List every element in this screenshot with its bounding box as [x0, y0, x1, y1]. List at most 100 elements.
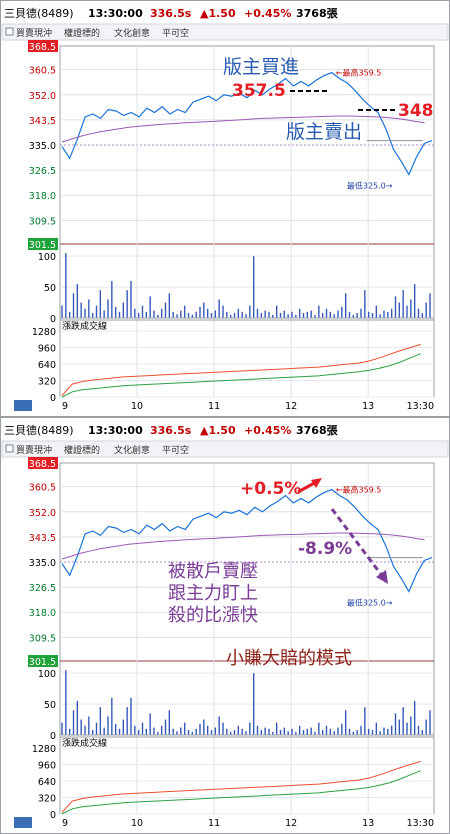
volume-tick-label: 50	[44, 700, 56, 711]
time-label: 13:30:00	[88, 424, 143, 437]
annotation-sell-label: 版主賣出	[286, 121, 362, 143]
change-pct-label: +0.45%	[244, 7, 291, 20]
sub-tick-label: 320	[38, 794, 56, 805]
chart-panel-top: 三貝德(8489) 13:30:00 336.5s ▲1.50 +0.45% 3768張買…	[0, 0, 450, 417]
volume-tick-label: 100	[38, 669, 56, 680]
price-limit-box	[28, 655, 58, 667]
cumulative-series-line	[61, 760, 421, 813]
sub-tick-label: 960	[38, 761, 56, 772]
stock-name-label: 三貝德(8489)	[4, 423, 74, 437]
price-series-line	[61, 115, 425, 143]
price-tick-label: 301.5	[29, 240, 56, 251]
sub-tick-label: 960	[38, 344, 56, 355]
sub-tick-label: 640	[38, 777, 56, 788]
loss-arrow-line	[330, 508, 385, 578]
time-label: 13:30:00	[88, 7, 143, 20]
gain-arrow-head	[311, 478, 322, 488]
price-label: 336.5s	[150, 424, 192, 437]
high-marker-label: ←最高359.5	[336, 68, 382, 78]
price-tick-label: 360.5	[29, 483, 56, 494]
toolbar-item-label: 買賣現沖	[16, 27, 52, 39]
price-label: 336.5s	[150, 7, 192, 20]
price-series-line	[61, 488, 433, 593]
cumulative-series-line	[61, 770, 421, 815]
intraday-chart-svg: 三貝德(8489) 13:30:00 336.5s ▲1.50 +0.45% 3768張買…	[0, 0, 450, 417]
sub-tick-label: 1280	[32, 744, 56, 755]
sub-tick-label: 320	[38, 377, 56, 388]
price-tick-label: 335.0	[29, 141, 56, 152]
toolbar-item-label: 平可空	[162, 444, 189, 456]
annotation-text-line: 殺的比漲快	[168, 605, 258, 626]
price-limit-box	[28, 238, 58, 250]
change-pct-label: +0.45%	[244, 424, 291, 437]
price-tick-label: 352.0	[29, 91, 56, 102]
toolbar-item-label: 文化創意	[114, 27, 150, 39]
volume-tick-label: 50	[44, 283, 56, 294]
price-tick-label: 343.5	[29, 116, 56, 127]
price-tick-label: 352.0	[29, 508, 56, 519]
price-tick-label: 309.5	[29, 216, 56, 227]
checkbox-icon	[5, 27, 14, 36]
price-limit-box	[28, 457, 58, 469]
sub-panel-label: 漲跌成交線	[62, 737, 107, 749]
toolbar-item-label: 權證標的	[64, 444, 100, 456]
toolbar-item-label: 平可空	[162, 27, 189, 39]
loss-arrow-head	[376, 570, 388, 584]
price-tick-label: 318.0	[29, 608, 56, 619]
price-tick-label: 309.5	[29, 633, 56, 644]
price-tick-label: 326.5	[29, 583, 56, 594]
sub-tick-label: 0	[50, 393, 56, 404]
annotation-pattern-label: 小賺大賠的模式	[226, 648, 352, 669]
time-tick-label: 10	[131, 401, 143, 412]
volume-tick-label: 100	[38, 252, 56, 263]
corner-app-icon	[14, 400, 32, 411]
volume-total-label: 3768張	[296, 424, 339, 437]
price-tick-label: 318.0	[29, 191, 56, 202]
sub-tick-label: 1280	[32, 327, 56, 338]
time-tick-label: 9	[62, 401, 68, 412]
price-tick-label: 335.0	[29, 558, 56, 569]
price-tick-label: 360.5	[29, 66, 56, 77]
sub-tick-label: 640	[38, 360, 56, 371]
intraday-chart-svg: 三貝德(8489) 13:30:00 336.5s ▲1.50 +0.45% 3768張買…	[0, 417, 450, 834]
annotation-sell-price: 348	[398, 101, 434, 121]
toolbar-bar	[1, 440, 449, 458]
time-tick-label: 13	[362, 818, 374, 829]
annotation-text-line: 跟主力盯上	[168, 583, 258, 604]
toolbar-item-label: 買賣現沖	[16, 444, 52, 456]
chart-panel-bottom: 三貝德(8489) 13:30:00 336.5s ▲1.50 +0.45% 3768張買…	[0, 417, 450, 834]
time-tick-label: 13:30	[407, 818, 434, 829]
low-marker-label: 最低325.0→	[347, 598, 393, 608]
volume-tick-label: 0	[50, 731, 56, 742]
time-tick-label: 12	[285, 818, 297, 829]
low-marker-label: 最低325.0→	[347, 181, 393, 191]
price-tick-label: 368.5	[29, 42, 56, 53]
toolbar-item-label: 文化創意	[114, 444, 150, 456]
checkbox-icon	[5, 444, 14, 453]
price-tick-label: 368.5	[29, 459, 56, 470]
sub-panel-label: 漲跌成交線	[62, 320, 107, 332]
price-series-line	[61, 71, 433, 176]
change-label: ▲1.50	[200, 424, 236, 437]
change-label: ▲1.50	[200, 7, 236, 20]
annotation-gain-label: +0.5%	[240, 479, 301, 499]
time-tick-label: 13	[362, 401, 374, 412]
time-tick-label: 9	[62, 818, 68, 829]
annotation-loss-label: -8.9%	[298, 539, 352, 559]
price-tick-label: 343.5	[29, 533, 56, 544]
cumulative-series-line	[61, 353, 421, 398]
high-marker-label: ←最高359.5	[336, 485, 382, 495]
stock-name-label: 三貝德(8489)	[4, 6, 74, 20]
cumulative-series-line	[61, 343, 421, 396]
time-tick-label: 10	[131, 818, 143, 829]
volume-total-label: 3768張	[296, 7, 339, 20]
time-tick-label: 13:30	[407, 401, 434, 412]
annotation-buy-label: 版主買進	[223, 56, 299, 78]
price-tick-label: 301.5	[29, 657, 56, 668]
toolbar-item-label: 權證標的	[64, 27, 100, 39]
time-tick-label: 11	[208, 401, 220, 412]
annotation-text-line: 被散戶賣壓	[168, 561, 258, 582]
time-tick-label: 12	[285, 401, 297, 412]
sub-tick-label: 0	[50, 810, 56, 821]
volume-tick-label: 0	[50, 314, 56, 325]
